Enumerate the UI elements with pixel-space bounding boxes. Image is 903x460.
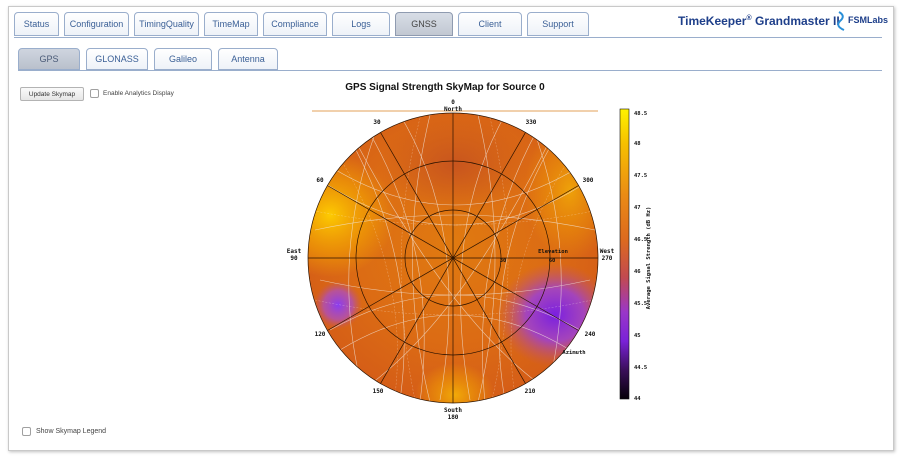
logo-text: FSMLabs	[848, 15, 889, 25]
tab-label: Support	[542, 19, 574, 29]
tab-label: Configuration	[69, 19, 124, 29]
subtab-label: GLONASS	[95, 54, 139, 64]
tab-client[interactable]: Client	[458, 12, 522, 36]
tab-label: Logs	[351, 19, 371, 29]
tab-logs[interactable]: Logs	[332, 12, 390, 36]
tab-configuration[interactable]: Configuration	[64, 12, 129, 36]
subtab-galileo[interactable]: Galileo	[154, 48, 212, 70]
subtab-gps[interactable]: GPS	[18, 48, 80, 70]
update-skymap-label: Update Skymap	[28, 90, 76, 98]
tab-label: TimeMap	[212, 19, 250, 29]
update-skymap-button[interactable]: Update Skymap	[20, 87, 84, 101]
fsmlabs-logo: FSMLabs	[836, 10, 888, 32]
tab-label: Status	[23, 19, 50, 29]
subtab-label: Antenna	[231, 54, 265, 64]
tab-compliance[interactable]: Compliance	[263, 12, 327, 36]
brand-product: Grandmaster II	[755, 14, 840, 28]
tab-timingquality[interactable]: TimingQuality	[134, 12, 199, 36]
enable-analytics-checkbox[interactable]	[90, 89, 99, 98]
skymap-title: GPS Signal Strength SkyMap for Source 0	[345, 82, 545, 93]
show-legend-checkbox[interactable]	[22, 427, 31, 436]
tab-timemap[interactable]: TimeMap	[204, 12, 258, 36]
show-legend-label: Show Skymap Legend	[36, 428, 107, 435]
subtab-label: GPS	[39, 54, 59, 64]
main-tab-bar: Status Configuration TimingQuality TimeM…	[14, 12, 594, 38]
subtab-label: Galileo	[168, 54, 197, 64]
tab-label: Client	[478, 19, 502, 29]
tab-label: GNSS	[411, 19, 437, 29]
subtab-antenna[interactable]: Antenna	[218, 48, 278, 70]
brand-title: TimeKeeper® Grandmaster II	[678, 14, 840, 28]
tab-support[interactable]: Support	[527, 12, 589, 36]
main-tab-divider	[14, 37, 882, 38]
tab-status[interactable]: Status	[14, 12, 59, 36]
fsmlabs-wave-icon	[837, 11, 845, 31]
brand-reg: ®	[746, 15, 752, 22]
enable-analytics-label: Enable Analytics Display	[103, 90, 174, 97]
tab-gnss[interactable]: GNSS	[395, 12, 453, 36]
app-frame	[8, 6, 894, 451]
brand-name: TimeKeeper	[678, 14, 747, 28]
tab-label: TimingQuality	[139, 19, 194, 29]
subtab-glonass[interactable]: GLONASS	[86, 48, 148, 70]
gnss-sub-tab-bar: GPS GLONASS Galileo Antenna	[18, 48, 284, 72]
sub-tab-divider	[18, 70, 882, 71]
tab-label: Compliance	[271, 19, 319, 29]
